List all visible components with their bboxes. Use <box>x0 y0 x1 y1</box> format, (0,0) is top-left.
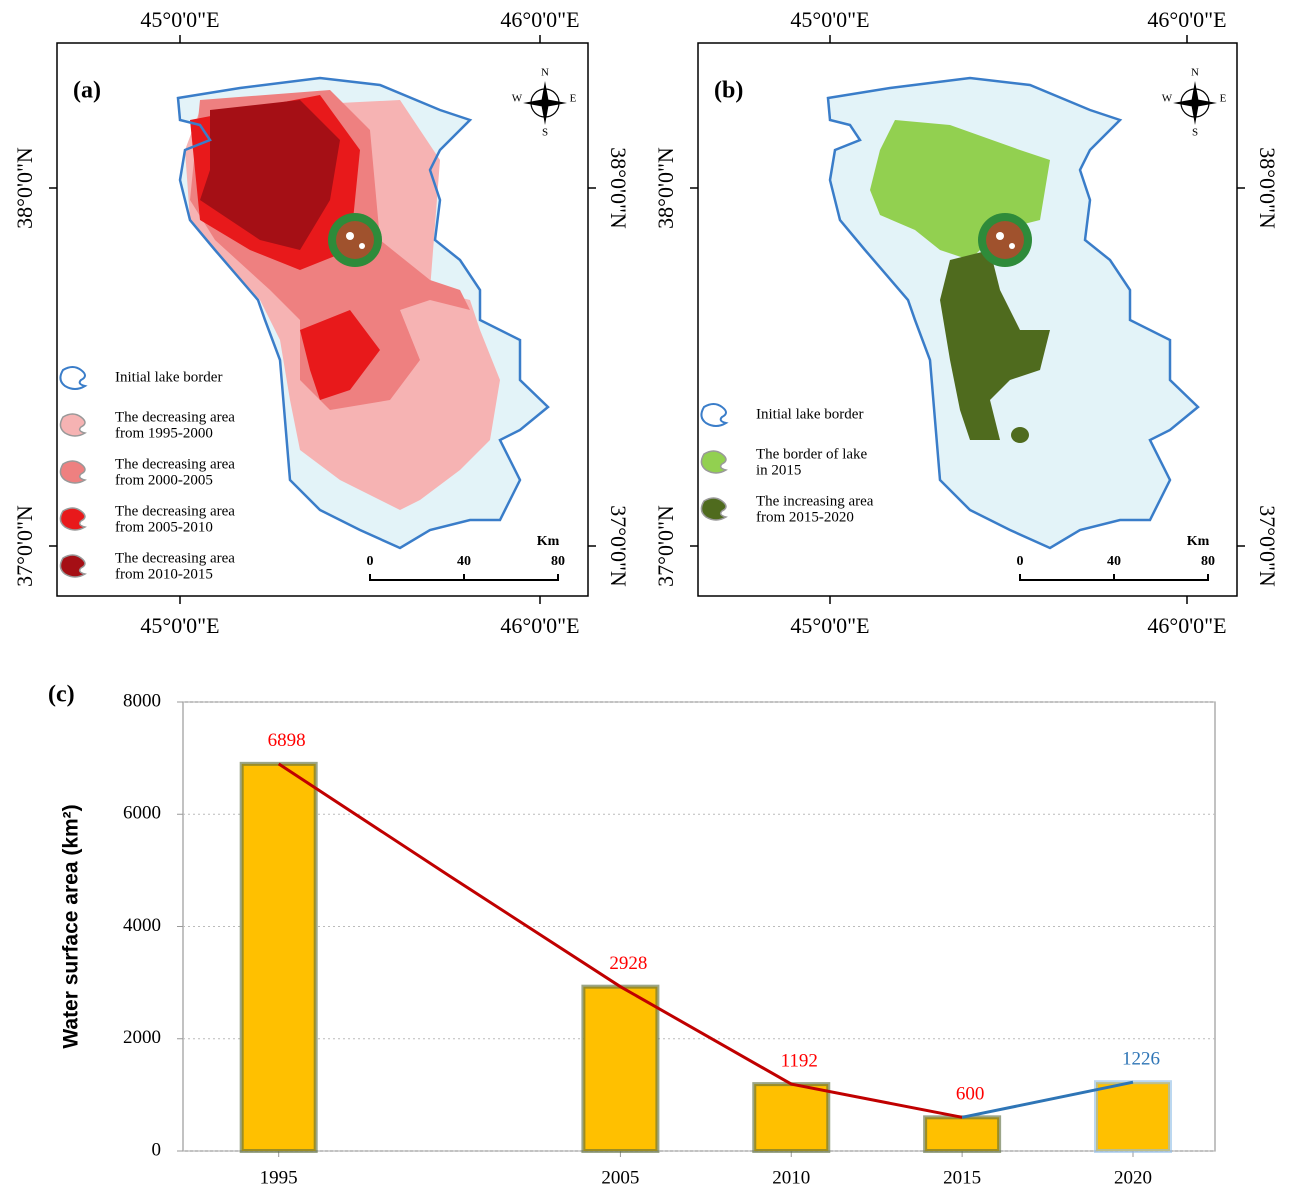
latitude-label: 37°0'0"N <box>606 505 631 587</box>
scale-label: 80 <box>551 554 565 569</box>
latitude-label: 37°0'0"N <box>12 505 37 587</box>
compass-letter: N <box>541 67 549 79</box>
value-label: 1192 <box>781 1050 818 1071</box>
legend-label: Initial lake border <box>115 369 222 385</box>
compass-letter: W <box>512 93 523 105</box>
x-tick-label: 2015 <box>943 1167 981 1188</box>
bar <box>925 1117 999 1151</box>
compass-letter: S <box>542 127 548 139</box>
latitude-label: 38°0'0"N <box>12 147 37 229</box>
value-label: 600 <box>956 1084 985 1105</box>
y-axis-title: Water surface area (km²) <box>60 804 83 1048</box>
bar <box>583 987 657 1151</box>
y-tick-label: 4000 <box>123 915 161 936</box>
legend-label: in 2015 <box>756 462 801 478</box>
legend-label: The increasing area <box>756 493 874 509</box>
x-tick-label: 2020 <box>1114 1167 1152 1188</box>
legend-label: from 2010-2015 <box>115 566 213 582</box>
legend-label: from 2015-2020 <box>756 509 854 525</box>
legend-label: The decreasing area <box>115 409 235 425</box>
y-tick-label: 0 <box>152 1139 162 1160</box>
scale-label: 40 <box>1107 554 1121 569</box>
legend-icon <box>701 498 726 520</box>
legend-label: from 1995-2000 <box>115 425 213 441</box>
y-tick-label: 2000 <box>123 1027 161 1048</box>
longitude-label: 46°0'0"E <box>500 613 579 638</box>
scale-label: 0 <box>1017 554 1024 569</box>
legend-label: Initial lake border <box>756 406 863 422</box>
legend-icon <box>60 555 85 577</box>
value-label: 2928 <box>609 953 647 974</box>
value-label: 1226 <box>1122 1049 1160 1070</box>
latitude-label: 37°0'0"N <box>653 505 678 587</box>
legend-label: from 2005-2010 <box>115 519 213 535</box>
figure: (a) 45°0'0"E 45°0'0"E 46°0'0"E 46°0'0"E 38°0'… <box>0 0 1289 1192</box>
longitude-label: 45°0'0"E <box>790 613 869 638</box>
longitude-label: 45°0'0"E <box>140 613 219 638</box>
latitude-label: 38°0'0"N <box>1255 147 1280 229</box>
legend-icon <box>701 404 726 426</box>
compass-letter: W <box>1162 93 1173 105</box>
latitude-label: 38°0'0"N <box>606 147 631 229</box>
legend-label: The border of lake <box>756 446 868 462</box>
longitude-label: 45°0'0"E <box>790 7 869 32</box>
scale-label: 0 <box>367 554 374 569</box>
scale-label: 40 <box>457 554 471 569</box>
legend-label: from 2000-2005 <box>115 472 213 488</box>
legend-label: The decreasing area <box>115 503 235 519</box>
compass-letter: S <box>1192 127 1198 139</box>
compass-letter: N <box>1191 67 1199 79</box>
legend-label: The decreasing area <box>115 550 235 566</box>
x-tick-label: 2005 <box>601 1167 639 1188</box>
panel-label: (a) <box>73 78 101 104</box>
legend-icon <box>60 508 85 530</box>
longitude-label: 46°0'0"E <box>500 7 579 32</box>
longitude-label: 45°0'0"E <box>140 7 219 32</box>
scale-unit: Km <box>1187 534 1210 549</box>
bar <box>754 1084 828 1151</box>
legend-icon <box>60 414 85 436</box>
latitude-label: 37°0'0"N <box>1255 505 1280 587</box>
compass-letter: E <box>570 93 577 105</box>
bar <box>242 764 316 1151</box>
x-tick-label: 2010 <box>772 1167 810 1188</box>
y-tick-label: 6000 <box>123 803 161 824</box>
scale-unit: Km <box>537 534 560 549</box>
panel-label: (c) <box>48 682 75 708</box>
legend-icon <box>701 451 726 473</box>
latitude-label: 38°0'0"N <box>653 147 678 229</box>
y-tick-label: 8000 <box>123 690 161 711</box>
legend-icon <box>60 367 85 389</box>
bar <box>1096 1082 1170 1151</box>
compass-letter: E <box>1220 93 1227 105</box>
x-tick-label: 1995 <box>260 1167 298 1188</box>
longitude-label: 46°0'0"E <box>1147 613 1226 638</box>
scale-label: 80 <box>1201 554 1215 569</box>
value-label: 6898 <box>268 730 306 751</box>
longitude-label: 46°0'0"E <box>1147 7 1226 32</box>
panel-label: (b) <box>714 78 743 104</box>
legend-icon <box>60 461 85 483</box>
legend-label: The decreasing area <box>115 456 235 472</box>
